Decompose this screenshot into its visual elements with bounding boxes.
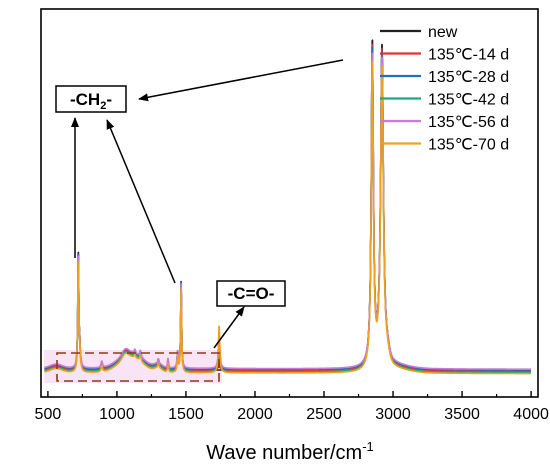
x-tick-label-1000: 1000 [99,406,135,423]
x-tick-label-4000: 4000 [513,406,549,423]
legend: new 135℃-14 d 135℃-28 d 135℃-42 d 135℃-56 d 1… [380,24,509,154]
arrow-to-ch2-from-1465-peak [106,119,176,284]
legend-label-3: 135℃-28 d [428,69,509,86]
x-tick-label-3500: 3500 [444,406,480,423]
legend-label-5: 135℃-56 d [428,114,509,131]
ch2-label: -CH2- [70,90,112,112]
annotations: -CH2- -C=O- [55,59,344,349]
x-tick-label-2000: 2000 [237,406,273,423]
legend-label-1: new [428,24,458,41]
arrow-to-ch2-from-main-peak [138,59,344,102]
legend-label-4: 135℃-42 d [428,92,509,109]
legend-label-2: 135℃-14 d [428,47,509,64]
series-line-2 [43,43,532,373]
x-tick-label-3000: 3000 [375,406,411,423]
series-line-6 [43,60,532,375]
series-line-4 [43,52,532,374]
ch2-label-box [55,85,127,113]
x-tick-label-500: 500 [35,406,62,423]
x-tick-label-2500: 2500 [306,406,342,423]
plot-frame [40,8,539,398]
x-axis: 500 1000 1500 2000 2500 3000 3500 4000 [35,391,549,423]
carbonyl-label-box [216,280,286,307]
highlight-box [56,352,220,382]
series-line-5 [43,52,532,370]
x-axis-title: Wave number/cm-1 [206,439,374,464]
carbonyl-label: -C=O- [228,284,275,303]
arrow-to-carbonyl [213,306,245,349]
x-tick-label-1500: 1500 [168,406,204,423]
series-layer [43,39,532,375]
legend-label-6: 135℃-70 d [428,137,509,154]
